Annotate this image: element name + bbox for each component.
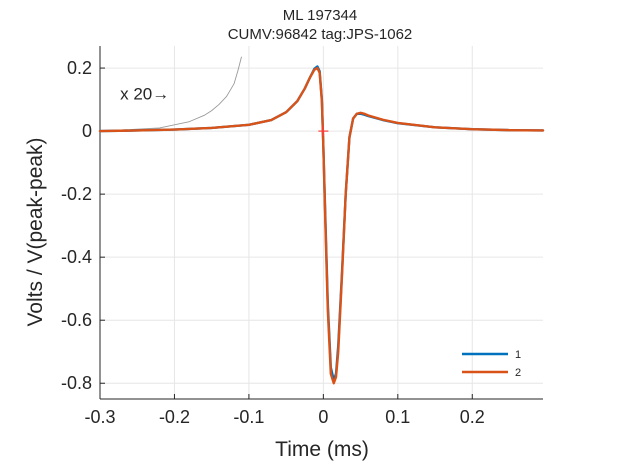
legend-label-2: 2 (515, 367, 521, 379)
plus-marker-0 (318, 126, 329, 137)
legend-label-1: 1 (515, 349, 521, 361)
annotation-0: x 20→ (120, 85, 169, 104)
y-tick-label-3: -0.4 (61, 247, 92, 267)
x-tick-label-2: -0.1 (233, 407, 264, 427)
series-line-2 (98, 66, 545, 385)
y-tick-label-2: -0.2 (61, 184, 92, 204)
series-line-magnified (99, 56, 242, 132)
x-tick-label-4: 0.1 (385, 407, 410, 427)
x-tick-label-5: 0.2 (460, 407, 485, 427)
x-tick-label-1: -0.2 (159, 407, 190, 427)
x-tick-label-3: 0 (318, 407, 328, 427)
series (98, 56, 545, 385)
grid (99, 46, 543, 399)
x-axis-label: Time (ms) (275, 438, 369, 461)
legend: 12 (462, 349, 521, 379)
y-axis-label: Volts / V(peak-peak) (24, 137, 47, 326)
y-tick-label-1: 0 (82, 121, 92, 141)
chart-title-line-1: ML 197344 (283, 7, 358, 24)
annotations: x 20→ (120, 85, 169, 104)
x-tick-label-0: -0.3 (84, 407, 115, 427)
y-tick-label-5: -0.8 (61, 373, 92, 393)
tick-labels: -0.3 -0.2 -0.1 0 0.1 0.2 0.2 0 -0.2 -0.4 -0.6 -0.8 (61, 58, 485, 427)
y-tick-label-0: 0.2 (67, 58, 92, 78)
y-tick-label-4: -0.6 (61, 310, 92, 330)
axes (99, 46, 543, 400)
chart-title-line-2: CUMV:96842 tag:JPS-1062 (228, 26, 413, 43)
